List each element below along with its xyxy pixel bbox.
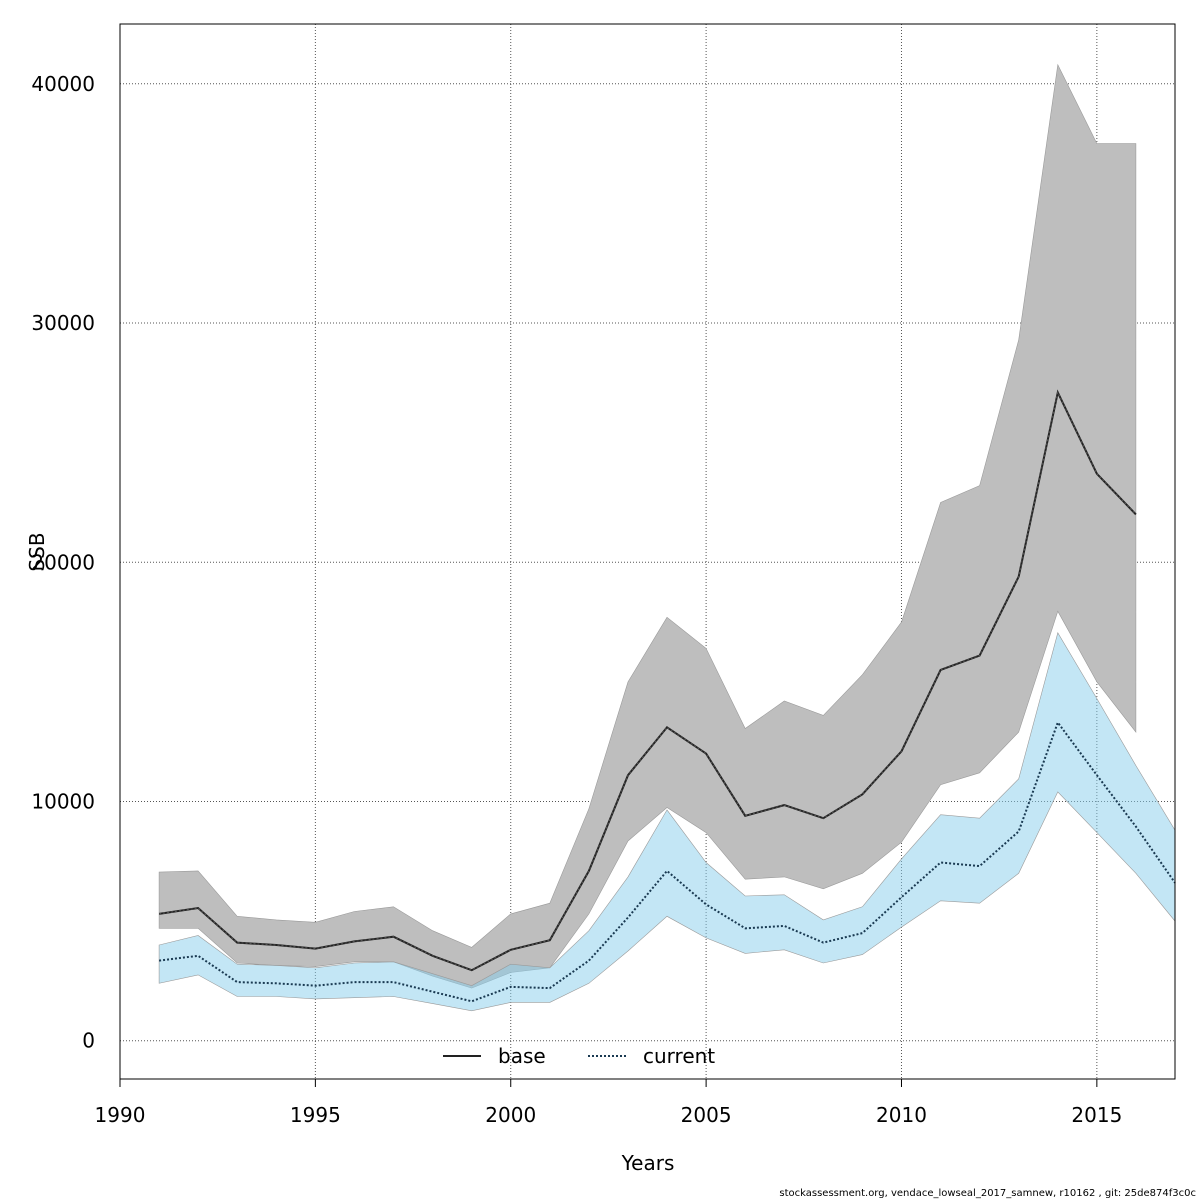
data-point-current-2015 (1096, 774, 1098, 776)
plot-frame (119, 23, 1176, 1080)
data-point-current-2006 (744, 927, 746, 929)
data-point-current-2003 (627, 916, 629, 918)
data-point-current-1997 (392, 981, 394, 983)
series-line-current (158, 720, 1176, 1003)
data-point-current-2014 (1057, 721, 1059, 723)
data-point-current-2001 (549, 987, 551, 989)
axes: 1990 1995 2000 2005 2010 2015 0 10000 20000 30000… (31, 72, 1122, 1127)
confidence-bands (158, 63, 1176, 1012)
x-tick-label-1990: 1990 (95, 1103, 146, 1127)
x-tick-label-2015: 2015 (1071, 1103, 1122, 1127)
footer-note: stockassessment.org, vendace_lowseal_201… (779, 1188, 1196, 1199)
data-point-current-2002 (588, 959, 590, 961)
y-axis-title: SSB (25, 532, 49, 571)
x-tick-label-2010: 2010 (876, 1103, 927, 1127)
data-point-current-1998 (431, 991, 433, 993)
legend-label-current: current (643, 1044, 715, 1068)
y-tick-label-40000: 40000 (31, 72, 95, 96)
data-point-current-2008 (822, 941, 824, 943)
data-point-current-1992 (197, 955, 199, 957)
x-tick-label-2000: 2000 (485, 1103, 536, 1127)
x-axis-title: Years (621, 1151, 675, 1175)
data-point-current-1999 (471, 1000, 473, 1002)
series-line-base-overlay (159, 390, 1137, 971)
data-point-current-1991 (158, 959, 160, 961)
data-point-current-1996 (353, 981, 355, 983)
data-point-current-2005 (705, 903, 707, 905)
legend: base current (443, 1044, 715, 1068)
data-point-current-2011 (939, 861, 941, 863)
data-point-current-2010 (900, 896, 902, 898)
y-tick-label-20000: 20000 (31, 550, 95, 574)
series-lines (158, 389, 1176, 1003)
x-tick-label-2005: 2005 (681, 1103, 732, 1127)
data-point-current-2004 (666, 870, 668, 872)
data-point-current-1995 (314, 985, 316, 987)
data-point-current-2013 (1018, 830, 1020, 832)
data-point-current-1993 (236, 981, 238, 983)
data-point-current-1994 (275, 982, 277, 984)
data-point-current-2016 (1135, 825, 1137, 827)
y-tick-label-30000: 30000 (31, 311, 95, 335)
y-tick-label-0: 0 (82, 1029, 95, 1053)
x-tick-label-1995: 1995 (290, 1103, 341, 1127)
data-point-current-2012 (978, 865, 980, 867)
y-tick-label-10000: 10000 (31, 789, 95, 813)
data-point-current-2007 (783, 925, 785, 927)
data-point-base-2016 (1135, 513, 1137, 515)
legend-label-base: base (498, 1044, 546, 1068)
data-point-current-2000 (510, 986, 512, 988)
data-point-current-2009 (861, 932, 863, 934)
